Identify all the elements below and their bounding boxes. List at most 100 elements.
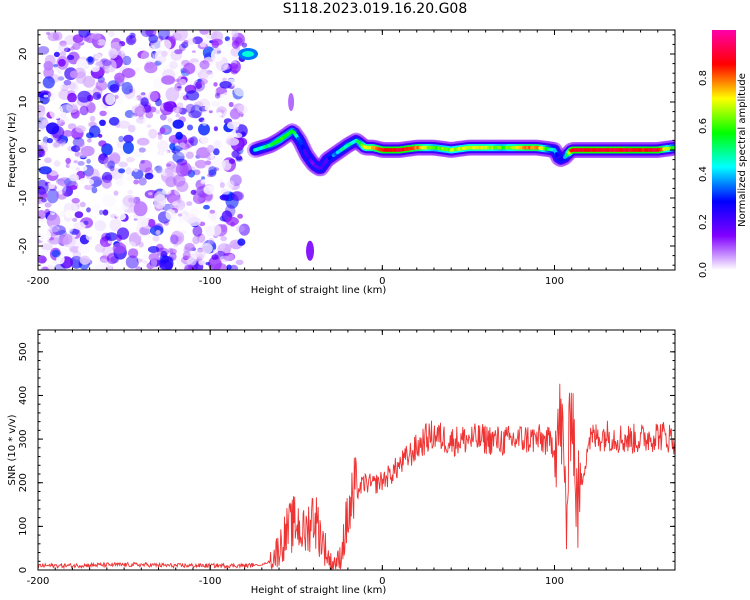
noise-cell: [57, 177, 72, 187]
noise-cell: [43, 66, 54, 79]
noise-cell: [44, 202, 52, 208]
noise-cell: [69, 173, 80, 182]
noise-cell: [104, 174, 113, 181]
noise-cell: [207, 86, 217, 95]
noise-cell: [174, 187, 182, 196]
noise-cell: [46, 55, 54, 63]
noise-cell: [226, 121, 238, 130]
noise-cell: [114, 102, 123, 111]
noise-cell: [233, 132, 243, 139]
noise-cell: [110, 37, 122, 52]
noise-cell: [193, 79, 205, 92]
noise-cell: [219, 243, 226, 249]
noise-cell: [145, 111, 154, 119]
plot-frame: [37, 329, 676, 571]
noise-cell: [58, 58, 66, 67]
noise-cell: [78, 30, 90, 38]
noise-cell: [219, 255, 231, 263]
noise-cell: [208, 256, 222, 270]
noise-cell: [188, 110, 202, 119]
noise-cell: [97, 221, 107, 229]
noise-cell: [131, 114, 136, 120]
noise-cell: [46, 213, 61, 229]
noise-cell: [47, 32, 60, 42]
noise-cell: [74, 211, 84, 219]
noise-cell: [112, 207, 119, 211]
noise-cell: [46, 182, 56, 189]
noise-cell: [232, 191, 244, 202]
noise-cell: [144, 172, 154, 180]
noise-cell: [235, 137, 248, 147]
noise-cell: [78, 141, 85, 148]
noise-cell: [86, 56, 95, 65]
noise-cell: [79, 105, 89, 116]
noise-cell: [63, 79, 72, 86]
noise-cell: [200, 136, 210, 144]
noise-cell: [224, 36, 230, 42]
noise-cell: [175, 131, 183, 140]
snr-series: [38, 383, 675, 570]
y-axis-label: Frequency (Hz): [7, 112, 18, 188]
noise-cell: [219, 182, 225, 188]
noise-cell: [228, 228, 237, 236]
noise-cell: [200, 179, 206, 185]
noise-cell: [84, 184, 94, 191]
noise-cell: [169, 61, 178, 69]
noise-cell: [79, 165, 88, 172]
noise-cell: [194, 159, 207, 169]
noise-cell: [185, 103, 196, 114]
noise-cell: [210, 154, 215, 160]
noise-cell: [59, 51, 67, 57]
noise-cell: [190, 189, 197, 195]
noise-cell: [161, 50, 168, 58]
noise-cell: [209, 90, 215, 96]
noise-cell: [38, 123, 46, 132]
noise-cell: [138, 147, 146, 153]
noise-cell: [176, 102, 184, 109]
noise-cell: [58, 43, 69, 53]
noise-cell: [238, 223, 250, 236]
noise-cell: [199, 42, 207, 48]
noise-cell: [211, 254, 219, 260]
noise-cell: [222, 91, 234, 101]
noise-cell: [102, 262, 113, 270]
noise-cell: [136, 137, 150, 146]
noise-cell: [206, 70, 213, 75]
noise-cell: [241, 42, 248, 48]
heatmap-cells: [38, 30, 675, 270]
noise-cell: [236, 104, 248, 114]
page-title: S118.2023.019.16.20.G08: [282, 1, 468, 17]
noise-cell: [105, 93, 116, 106]
noise-cell: [53, 141, 60, 148]
noise-cell: [67, 123, 77, 130]
x-tick-label: 100: [545, 576, 564, 587]
noise-cell: [66, 181, 79, 190]
noise-cell: [115, 145, 122, 153]
noise-cell: [41, 198, 47, 203]
noise-cell: [79, 201, 86, 208]
y-axis-label: SNR (10 * v/v): [7, 414, 18, 485]
noise-cell: [138, 241, 144, 248]
noise-cell: [152, 235, 160, 242]
y-tick-label: 200: [18, 473, 29, 492]
noise-cell: [200, 71, 215, 80]
noise-cell: [124, 110, 135, 118]
noise-cell: [172, 174, 186, 187]
noise-cell: [87, 138, 92, 143]
noise-cell: [174, 49, 183, 55]
noise-cell: [109, 41, 122, 52]
noise-cell: [53, 51, 60, 58]
noise-cell: [157, 134, 163, 140]
noise-cell: [65, 157, 71, 164]
noise-cell: [177, 86, 182, 89]
noise-cell: [96, 39, 107, 46]
noise-cell: [137, 50, 150, 59]
noise-cell: [47, 92, 56, 101]
noise-cell: [166, 163, 172, 167]
noise-cell: [172, 119, 184, 129]
noise-cell: [40, 141, 48, 150]
noise-cell: [211, 101, 220, 107]
noise-cell: [86, 31, 92, 36]
noise-cell: [69, 70, 78, 79]
noise-cell: [118, 168, 126, 174]
